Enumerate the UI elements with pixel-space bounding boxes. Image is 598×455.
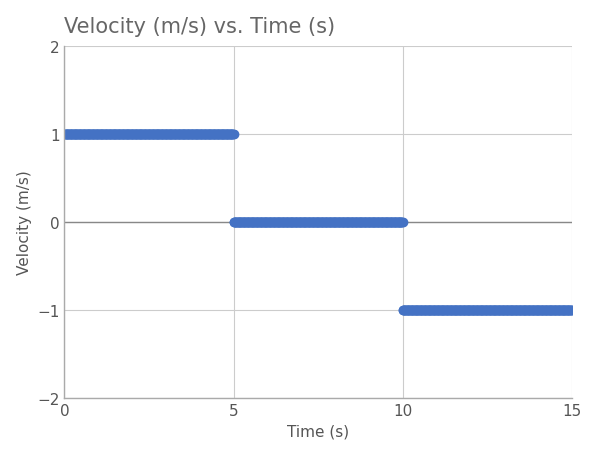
Y-axis label: Velocity (m/s): Velocity (m/s) <box>17 170 32 274</box>
X-axis label: Time (s): Time (s) <box>287 424 349 438</box>
Text: Velocity (m/s) vs. Time (s): Velocity (m/s) vs. Time (s) <box>65 17 335 36</box>
